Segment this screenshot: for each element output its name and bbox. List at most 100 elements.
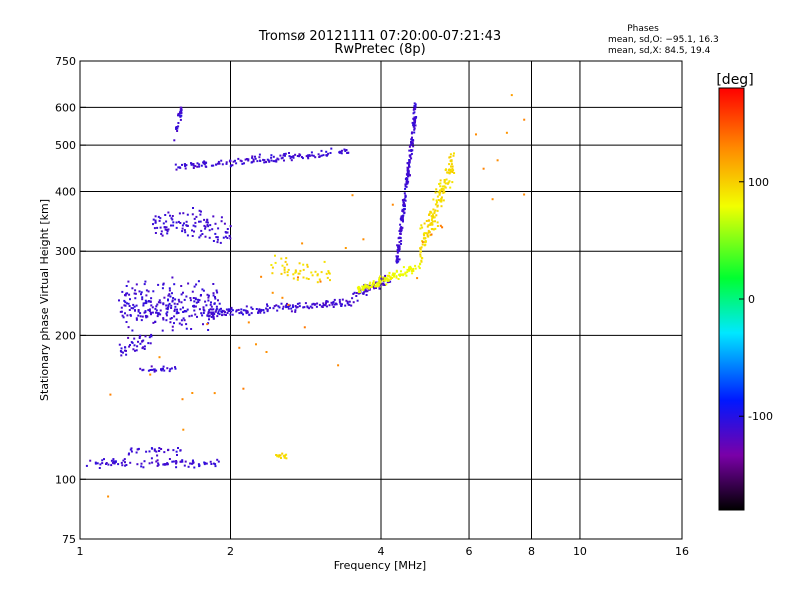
data-point <box>246 311 249 314</box>
data-point <box>135 317 138 320</box>
data-point <box>187 282 190 285</box>
data-point <box>144 335 147 338</box>
data-point <box>151 368 153 371</box>
data-point <box>283 271 286 274</box>
data-point <box>409 155 412 158</box>
data-point <box>173 283 176 286</box>
data-point <box>216 241 219 244</box>
data-point <box>231 309 234 312</box>
data-point <box>386 274 389 277</box>
data-point <box>266 308 269 311</box>
data-point <box>89 459 92 462</box>
data-point <box>173 308 176 311</box>
data-point <box>179 460 182 463</box>
data-point <box>156 459 159 462</box>
data-point <box>408 266 411 269</box>
data-point <box>370 286 373 288</box>
data-point <box>451 165 454 168</box>
data-point <box>162 283 165 286</box>
data-point <box>366 290 369 293</box>
data-point <box>392 272 395 275</box>
data-point <box>389 280 392 283</box>
data-point <box>430 221 433 224</box>
data-point <box>193 230 195 233</box>
data-point <box>210 316 213 318</box>
data-point <box>199 220 202 223</box>
data-point <box>162 317 165 320</box>
data-point <box>435 188 438 191</box>
data-point <box>124 294 126 297</box>
data-point <box>177 122 180 124</box>
data-point <box>154 320 157 323</box>
data-point <box>241 162 244 165</box>
data-point <box>171 292 173 295</box>
data-point <box>350 304 353 307</box>
data-point <box>250 312 253 315</box>
data-point <box>196 315 198 318</box>
data-point <box>206 224 209 226</box>
data-point <box>288 152 290 154</box>
data-point <box>433 212 436 215</box>
data-point <box>151 461 154 464</box>
data-point <box>286 274 289 277</box>
data-point <box>141 315 144 318</box>
data-point <box>314 303 317 306</box>
data-point <box>447 171 450 174</box>
data-point <box>396 251 399 254</box>
data-point <box>406 271 409 274</box>
data-point <box>173 139 176 142</box>
data-point <box>195 283 198 286</box>
data-point <box>122 459 125 462</box>
data-point <box>158 447 161 449</box>
data-point <box>316 302 319 305</box>
data-point <box>210 301 212 304</box>
data-point <box>399 228 402 231</box>
data-point <box>138 337 141 339</box>
data-point <box>174 366 176 369</box>
data-point <box>272 160 275 163</box>
data-point <box>175 128 178 130</box>
data-point <box>187 465 190 468</box>
data-point <box>185 295 188 298</box>
data-point <box>166 463 169 466</box>
data-point <box>192 459 194 462</box>
y-tick-label: 75 <box>62 533 76 546</box>
data-point <box>413 131 416 134</box>
data-point <box>156 226 159 229</box>
data-point <box>400 226 403 229</box>
data-point <box>281 307 284 310</box>
data-point <box>179 118 182 121</box>
data-point <box>306 265 309 268</box>
data-point <box>176 308 178 311</box>
data-point <box>325 154 328 157</box>
data-point <box>227 308 230 311</box>
data-point <box>127 280 130 283</box>
data-point <box>229 237 232 240</box>
data-point <box>142 302 145 305</box>
data-point <box>201 233 204 235</box>
data-point <box>204 235 207 238</box>
data-point <box>124 461 126 464</box>
data-point <box>130 450 133 453</box>
data-point <box>360 288 363 291</box>
data-point <box>343 148 346 151</box>
data-point <box>178 166 181 169</box>
data-point <box>298 155 300 158</box>
data-point <box>294 153 297 156</box>
data-point <box>274 254 276 257</box>
phase-stats-x: mean, sd,X: 84.5, 19.4 <box>608 46 711 56</box>
data-point <box>224 235 227 238</box>
data-point <box>153 368 156 371</box>
data-point <box>173 310 176 312</box>
data-point <box>405 274 408 277</box>
data-point <box>281 452 284 455</box>
data-point <box>378 287 381 290</box>
data-point <box>424 237 427 240</box>
data-point <box>308 307 311 310</box>
data-point <box>210 313 213 316</box>
data-point <box>125 349 127 352</box>
data-point <box>438 189 441 192</box>
data-point <box>437 199 440 201</box>
data-point <box>414 124 417 127</box>
data-point <box>194 165 197 168</box>
